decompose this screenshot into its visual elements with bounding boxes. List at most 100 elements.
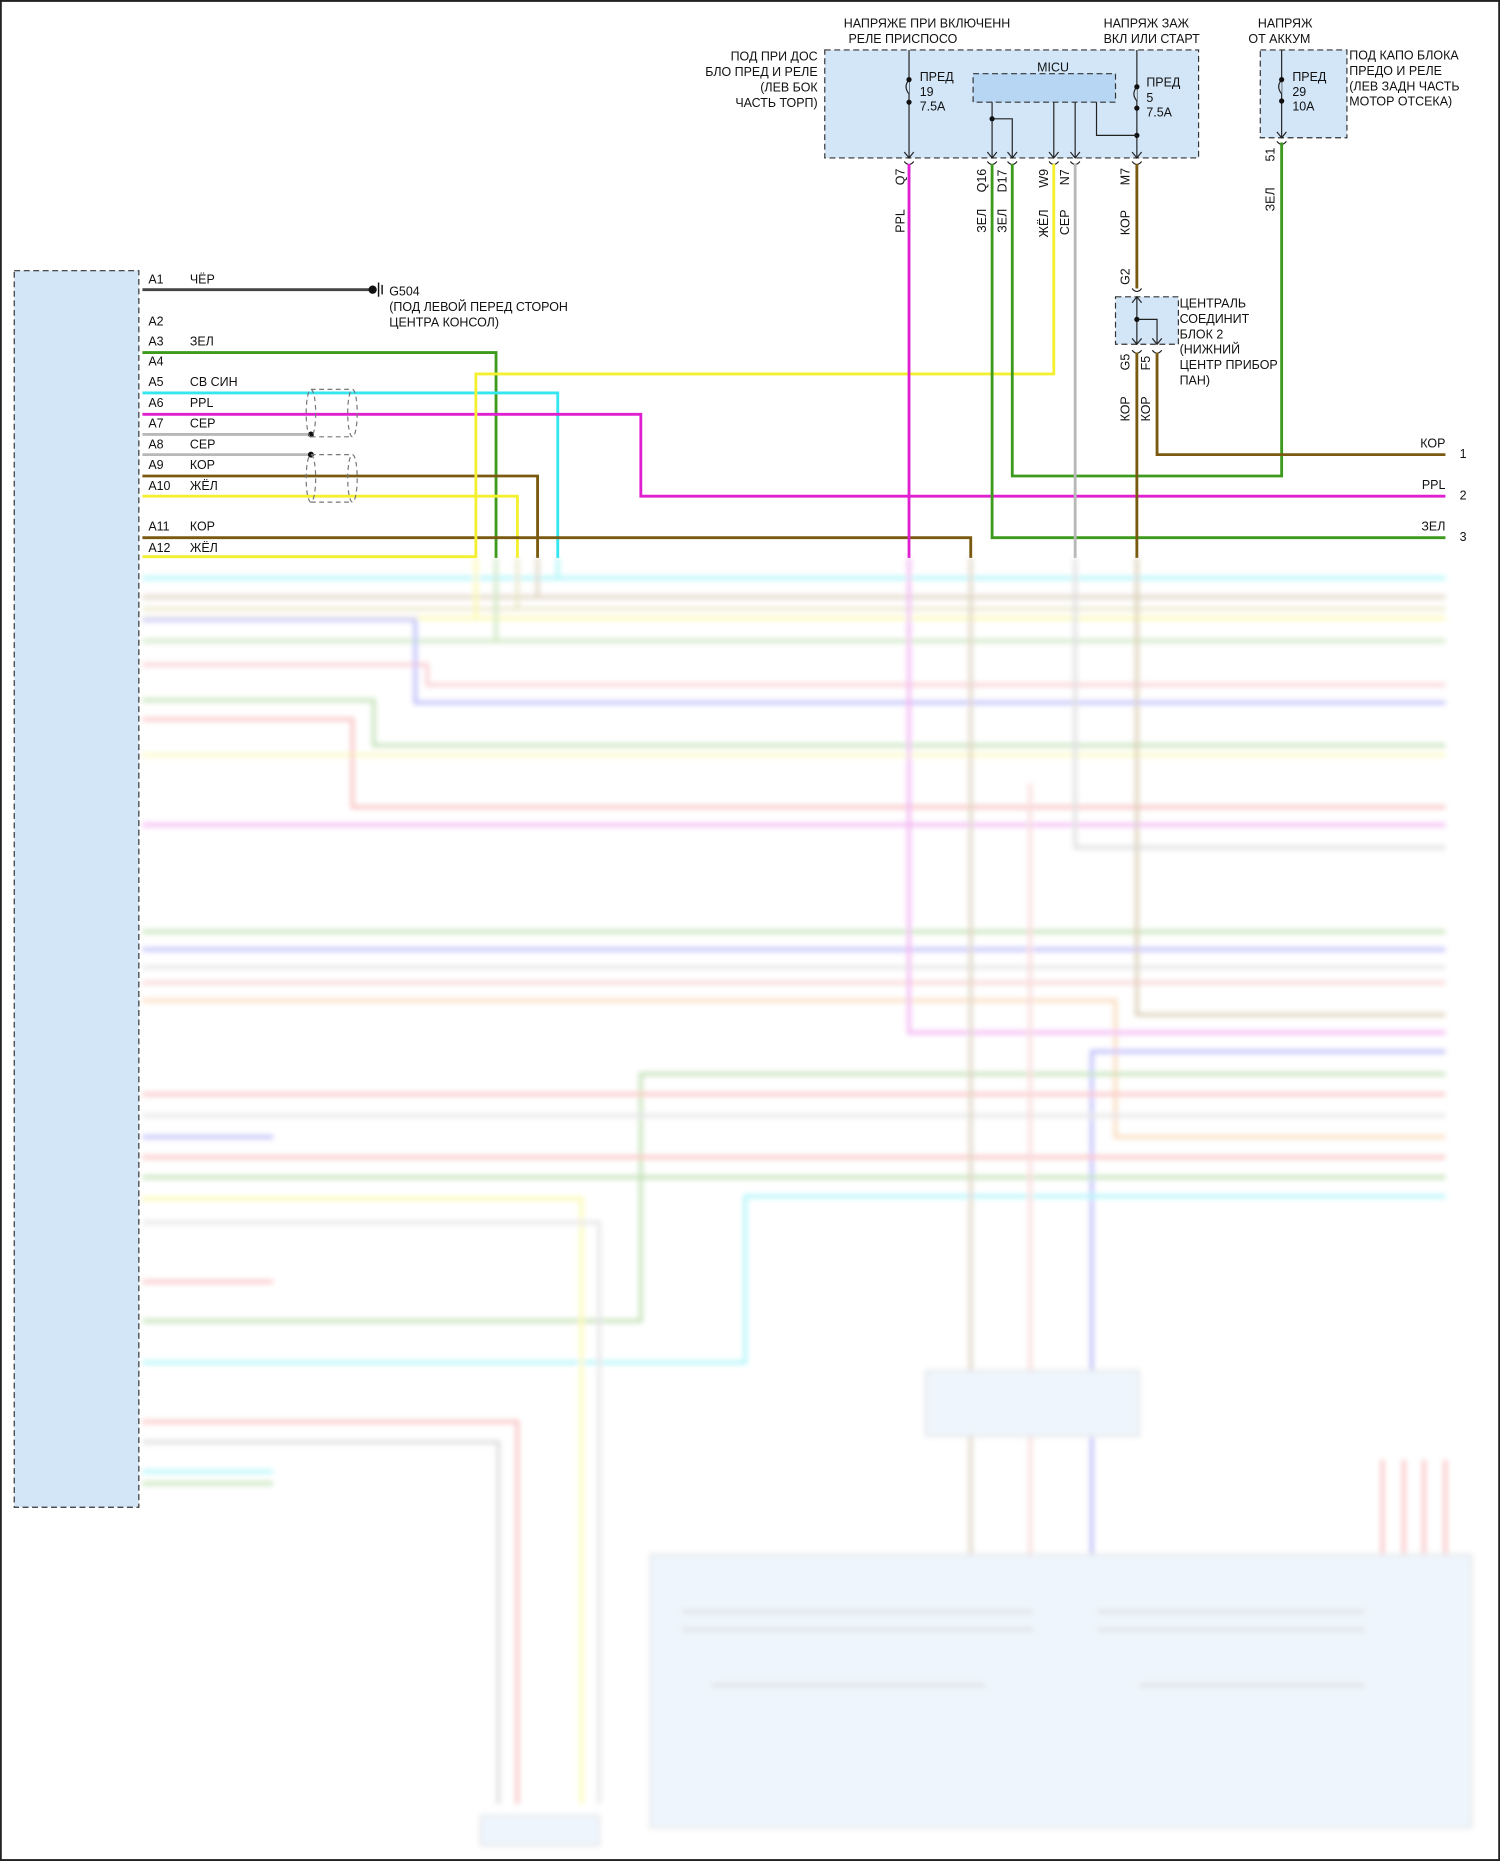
location-label: (ЛЕВ ЗАДН ЧАСТЬ [1349,79,1459,93]
wire-a6 [142,412,1446,498]
terminal-color: ЗЕЛ [995,209,1009,233]
pin-color: PPL [190,396,214,410]
wires [142,142,1446,559]
pin-label: A4 [148,355,163,369]
pin-color: СЕР [190,438,216,452]
junction-label: БЛОК 2 [1180,327,1224,341]
location-label: ПРЕДО И РЕЛЕ [1349,64,1442,78]
pin-label: A11 [148,520,169,534]
pin-label: A1 [148,273,163,287]
terminal-color: КОР [1119,396,1133,421]
output-number: 1 [1460,447,1467,461]
pin-color: ЧЁР [190,273,215,287]
fuse-29-label: 10A [1292,99,1315,113]
terminal-pin: Q7 [893,169,907,186]
ground-label: G504 [389,285,420,299]
ground-location: (ПОД ЛЕВОЙ ПЕРЕД СТОРОН [389,299,568,314]
supply-label: НАПРЯЖЕ ПРИ ВКЛЮЧЕНН [844,16,1011,30]
junction-block: ЦЕНТРАЛЬ СОЕДИНИТ БЛОК 2 (НИЖНИЙ ЦЕНТР П… [1114,288,1278,388]
terminal-color: ЗЕЛ [975,209,989,233]
fuse-box-dash: НАПРЯЖЕ ПРИ ВКЛЮЧЕНН РЕЛЕ ПРИСПОСО НАПРЯ… [705,16,1201,166]
terminal-pin: D17 [995,169,1009,192]
output-number: 2 [1460,489,1467,503]
wire-d17 [1010,142,1284,478]
wire-w9 [474,163,1056,558]
pin-color: СЕР [190,416,216,430]
pin-label: A2 [148,314,163,328]
pin-color: СВ СИН [190,375,238,389]
micu-label: MICU [1037,60,1069,74]
location-label: ПОД КАПО БЛОКА [1349,48,1459,62]
fuse-box-hood: НАПРЯЖ ОТ АККУМ ПОД КАПО БЛОКА ПРЕДО И Р… [1248,16,1460,145]
pin-color: ЖЁЛ [190,479,218,493]
terminal-pin: 51 [1264,148,1278,162]
output-color: КОР [1420,437,1445,451]
terminal-pin: N7 [1058,169,1072,185]
terminal-color: КОР [1119,210,1133,235]
junction-label: ПАН) [1180,374,1210,388]
fuse-19-label: ПРЕД [920,70,955,84]
ignition-label: НАПРЯЖ ЗАЖ [1104,16,1190,30]
terminal-pin: F5 [1139,356,1153,371]
terminal-pin: G5 [1119,354,1133,371]
location-label: ЧАСТЬ ТОРП) [735,96,817,110]
supply-label: ОТ АККУМ [1248,32,1310,46]
location-label: МОТОР ОТСЕКА) [1349,95,1452,109]
wire-a3 [142,351,498,558]
terminal-color: КОР [1139,396,1153,421]
fuse-5-label: 5 [1146,91,1153,105]
fuse-19-label: 7.5A [920,99,946,113]
pin-label: A10 [148,479,170,493]
pin-color: ЖЁЛ [190,541,218,555]
pin-color: КОР [190,458,215,472]
pin-label: A7 [148,416,163,430]
junction-label: ЦЕНТРАЛЬ [1180,296,1247,310]
wire-q16 [990,163,1446,540]
supply-label: НАПРЯЖ [1258,16,1313,30]
fuse-29-label: 29 [1292,85,1306,99]
output-color: ЗЕЛ [1421,520,1445,534]
pin-label: A8 [148,438,163,452]
wire-a5 [142,391,560,558]
output-number: 3 [1460,530,1467,544]
ground-icon [368,282,383,297]
shield-icon [305,388,358,503]
fuse-29-label: ПРЕД [1292,70,1327,84]
control-unit-connector [13,270,140,1508]
pin-color: ЗЕЛ [190,334,214,348]
supply-label: РЕЛЕ ПРИСПОСО [848,32,957,46]
ignition-label: ВКЛ ИЛИ СТАРТ [1104,32,1201,46]
output-terminals: КОР 1 PPL 2 ЗЕЛ 3 [1420,437,1466,545]
fuse-5-label: ПРЕД [1146,76,1181,90]
pin-label: A12 [148,541,170,555]
pin-color: КОР [190,520,215,534]
connector-pins: A1 ЧЁР A2 A3 ЗЕЛ A4 A5 СВ СИН A6 PPL A7 … [148,273,237,555]
ground-location: ЦЕНТРА КОНСОЛ) [389,315,499,329]
terminal-labels: Q7 PPL Q16 ЗЕЛ D17 ЗЕЛ W9 ЖЁЛ N7 СЕР M7 … [893,148,1277,422]
wire-a9 [142,474,540,558]
terminal-pin: G2 [1119,268,1133,285]
blurred-lower-diagram [142,557,1473,1847]
pin-label: A3 [148,334,163,348]
pin-label: A9 [148,458,163,472]
location-label: (ЛЕВ БОК [760,80,818,94]
terminal-pin: W9 [1037,169,1051,188]
junction-label: (НИЖНИЙ [1180,342,1240,357]
terminal-pin: M7 [1119,168,1133,185]
terminal-color: СЕР [1058,209,1072,235]
junction-label: ЦЕНТР ПРИБОР [1180,358,1278,372]
wire-a11 [142,536,973,558]
fuse-5-label: 7.5A [1146,105,1172,119]
pin-label: A6 [148,396,163,410]
location-label: БЛО ПРЕД И РЕЛЕ [705,65,817,79]
fuse-19-label: 19 [920,85,934,99]
micu-module [972,73,1117,103]
terminal-color: ЗЕЛ [1264,187,1278,211]
terminal-color: PPL [893,209,907,233]
junction-label: СОЕДИНИТ [1180,312,1250,326]
terminal-color: ЖЁЛ [1037,209,1051,237]
wire-f5 [1155,352,1446,457]
location-label: ПОД ПРИ ДОС [731,50,818,64]
output-color: PPL [1422,478,1446,492]
